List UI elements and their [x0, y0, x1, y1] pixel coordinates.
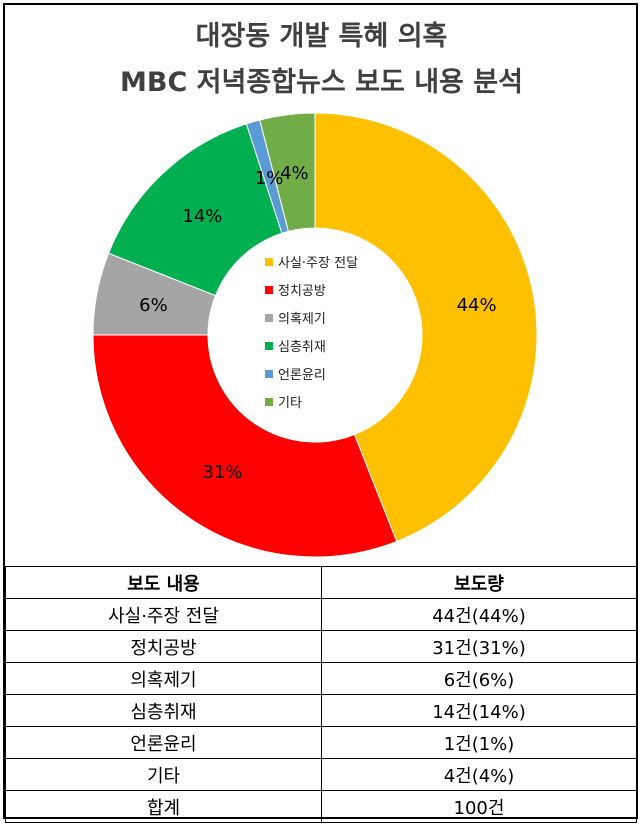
data-label-0: 44% [457, 295, 497, 316]
chart-title-line-2: MBC 저녁종합뉴스 보도 내용 분석 [120, 67, 523, 98]
table-cell-volume: 6건(6%) [321, 662, 637, 695]
table-cell-content: 의혹제기 [5, 662, 322, 695]
legend-swatch-2 [265, 314, 273, 322]
table-cell-content: 합계 [5, 790, 322, 823]
table-row: 심층취재 14건(14%) [5, 694, 637, 727]
slice-3 [107, 123, 283, 297]
column-header-volume: 보도량 [321, 566, 637, 599]
slice-1 [92, 334, 398, 558]
table-total-row: 합계 100건 [5, 790, 637, 823]
legend-swatch-3 [265, 342, 273, 350]
table-cell-content: 정치공방 [5, 630, 322, 663]
slice-5 [259, 112, 316, 232]
table-cell-content: 사실·주장 전달 [5, 598, 322, 631]
table-cell-content: 심층취재 [5, 694, 322, 727]
table-cell-volume: 31건(31%) [321, 630, 637, 663]
slice-0 [314, 112, 538, 543]
column-header-content: 보도 내용 [5, 566, 322, 599]
data-labels: 44% 31% 6% 14% 1%4% [139, 163, 496, 483]
donut-chart: 44% 31% 6% 14% 1%4% 사실·주장 전달정치공방의혹제기심층취재언론윤리… [92, 112, 538, 558]
data-label-5: 4% [280, 163, 309, 184]
legend-label-5: 기타 [278, 396, 302, 411]
table-row: 기타 4건(4%) [5, 758, 637, 791]
table-cell-volume: 1건(1%) [321, 726, 637, 759]
table-cell-content: 언론윤리 [5, 726, 322, 759]
legend-label-4: 언론윤리 [278, 368, 326, 383]
table-cell-content: 기타 [5, 758, 322, 791]
legend-label-0: 사실·주장 전달 [278, 256, 358, 271]
legend-label-3: 심층취재 [278, 340, 326, 355]
data-label-1: 31% [203, 462, 243, 483]
legend-swatch-1 [265, 286, 273, 294]
legend-label-2: 의혹제기 [278, 312, 326, 327]
table-row: 언론윤리 1건(1%) [5, 726, 637, 759]
legend-swatch-5 [265, 398, 273, 406]
data-label-4: 1% [255, 168, 284, 189]
donut-slices [92, 112, 538, 558]
data-label-2: 6% [139, 295, 168, 316]
data-table: 보도 내용 보도량 사실·주장 전달 44건(44%) 정치공방 31건(31%… [5, 566, 637, 823]
table-cell-volume: 100건 [321, 790, 637, 823]
table-row: 의혹제기 6건(6%) [5, 662, 637, 695]
data-label-3: 14% [182, 206, 222, 227]
table-row: 정치공방 31건(31%) [5, 630, 637, 663]
legend-swatch-0 [265, 258, 273, 266]
table-cell-volume: 44건(44%) [321, 598, 637, 631]
table-cell-volume: 4건(4%) [321, 758, 637, 791]
chart-title-line-1: 대장동 개발 특혜 의혹 [195, 21, 448, 52]
table-header-row: 보도 내용 보도량 [5, 566, 637, 599]
legend-label-1: 정치공방 [278, 284, 326, 299]
legend-swatch-4 [265, 370, 273, 378]
table-cell-volume: 14건(14%) [321, 694, 637, 727]
table-row: 사실·주장 전달 44건(44%) [5, 598, 637, 631]
